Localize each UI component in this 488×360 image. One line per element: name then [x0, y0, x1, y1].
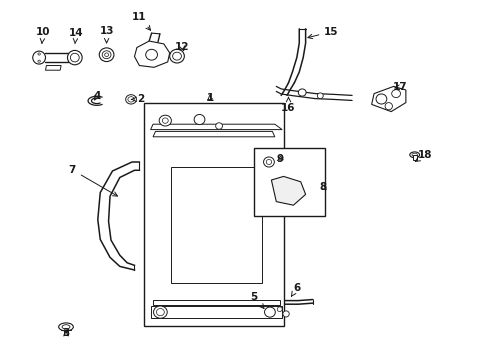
- Polygon shape: [45, 66, 61, 70]
- Ellipse shape: [263, 157, 274, 167]
- Polygon shape: [134, 41, 169, 67]
- Text: 18: 18: [414, 150, 432, 162]
- Ellipse shape: [70, 53, 79, 62]
- Polygon shape: [153, 131, 274, 137]
- Ellipse shape: [99, 48, 114, 62]
- Ellipse shape: [265, 159, 271, 165]
- Text: 7: 7: [68, 165, 117, 196]
- Polygon shape: [371, 86, 405, 112]
- Ellipse shape: [145, 49, 157, 60]
- Bar: [412, 155, 416, 160]
- Text: 13: 13: [99, 26, 114, 43]
- Ellipse shape: [317, 93, 323, 99]
- Ellipse shape: [298, 89, 305, 96]
- Ellipse shape: [172, 52, 181, 60]
- Text: 6: 6: [291, 283, 300, 296]
- Ellipse shape: [385, 103, 392, 110]
- Ellipse shape: [215, 123, 222, 129]
- Ellipse shape: [375, 94, 386, 104]
- Ellipse shape: [33, 51, 45, 64]
- Ellipse shape: [411, 153, 416, 156]
- Ellipse shape: [125, 95, 136, 104]
- Ellipse shape: [153, 306, 167, 318]
- Text: 12: 12: [175, 42, 189, 52]
- Ellipse shape: [38, 53, 40, 55]
- Text: 10: 10: [36, 27, 50, 43]
- Text: 16: 16: [281, 97, 295, 113]
- Text: 17: 17: [392, 82, 407, 92]
- Text: 1: 1: [206, 93, 213, 103]
- Ellipse shape: [156, 309, 164, 316]
- Text: 5: 5: [250, 292, 264, 309]
- Ellipse shape: [277, 307, 282, 311]
- Text: 3: 3: [62, 328, 69, 338]
- Text: 9: 9: [276, 154, 283, 164]
- Ellipse shape: [264, 307, 275, 317]
- Ellipse shape: [104, 53, 108, 57]
- Polygon shape: [150, 306, 282, 318]
- Bar: [64, 330, 68, 335]
- Text: 14: 14: [68, 28, 83, 44]
- Ellipse shape: [409, 152, 419, 158]
- Bar: [171, 167, 261, 283]
- Ellipse shape: [102, 51, 111, 59]
- Text: 15: 15: [307, 27, 338, 39]
- Text: 11: 11: [132, 12, 150, 30]
- Ellipse shape: [282, 311, 288, 317]
- Bar: [144, 103, 283, 326]
- Ellipse shape: [162, 118, 168, 123]
- Ellipse shape: [391, 90, 400, 98]
- Ellipse shape: [62, 325, 70, 329]
- Text: 4: 4: [93, 91, 101, 102]
- Ellipse shape: [59, 323, 73, 331]
- Polygon shape: [150, 124, 282, 130]
- Ellipse shape: [127, 97, 134, 102]
- Ellipse shape: [159, 115, 171, 126]
- Text: 8: 8: [319, 182, 325, 192]
- Polygon shape: [153, 300, 279, 305]
- Ellipse shape: [67, 50, 82, 65]
- Ellipse shape: [194, 114, 204, 125]
- Bar: [254, 148, 325, 216]
- Polygon shape: [271, 176, 305, 205]
- Ellipse shape: [169, 49, 184, 63]
- Ellipse shape: [38, 60, 40, 62]
- Text: 2: 2: [131, 94, 144, 104]
